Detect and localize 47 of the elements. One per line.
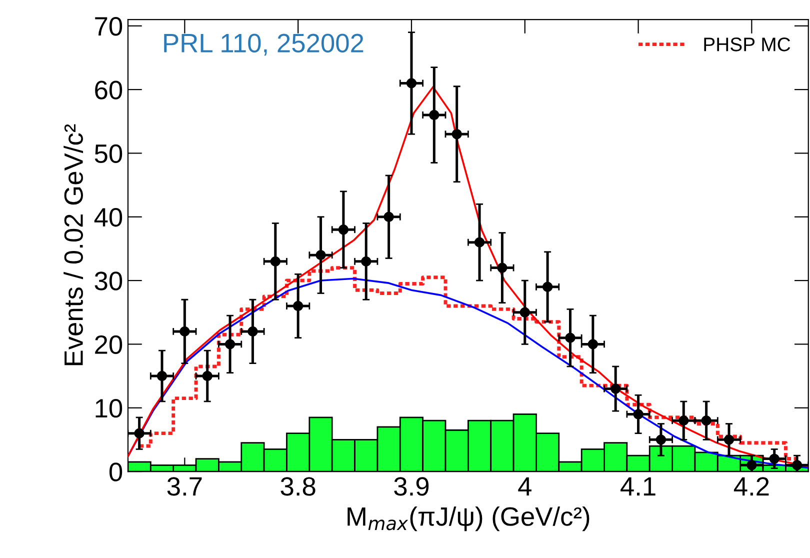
point <box>248 326 258 337</box>
x-tick-label: 4.1 <box>620 477 656 496</box>
y-tick-label: 40 <box>94 208 122 227</box>
point <box>769 454 780 464</box>
point <box>338 224 349 235</box>
point <box>542 282 553 292</box>
annotation: PRL 110, 252002 <box>164 34 364 56</box>
legend-label: PHSP MC <box>704 38 790 52</box>
y-tick-label: 50 <box>94 144 122 164</box>
x-tick-label: 3.9 <box>394 477 429 496</box>
point <box>724 434 734 445</box>
y-tick-label: 70 <box>95 17 122 36</box>
point <box>565 332 576 343</box>
point <box>701 415 712 426</box>
point <box>292 300 304 312</box>
point <box>610 384 621 394</box>
point <box>361 256 372 267</box>
x-tick-label: 3.7 <box>167 477 202 496</box>
x-tick-label: 3.8 <box>280 477 316 496</box>
point <box>316 250 326 260</box>
x-tick-label: 4 <box>518 477 532 496</box>
point <box>224 339 236 350</box>
point <box>497 262 508 273</box>
y-tick-label: 20 <box>95 335 122 354</box>
point <box>270 256 280 267</box>
x-axis-title: M$_{max}$(πJ/ψ) (GeV/c²) <box>348 506 590 532</box>
point <box>792 460 802 470</box>
point <box>156 370 168 382</box>
point <box>520 307 530 318</box>
point <box>429 110 440 120</box>
point <box>588 339 598 350</box>
y-tick-label: 30 <box>94 272 122 290</box>
point <box>384 212 394 222</box>
point <box>180 326 190 337</box>
point <box>406 78 417 88</box>
point <box>452 129 462 140</box>
point <box>656 434 666 445</box>
y-axis-title: Events / 0.02 GeV/c² <box>64 124 83 366</box>
point <box>633 409 644 420</box>
y-tick-label: 60 <box>95 80 122 100</box>
y-tick-label: 10 <box>96 398 122 418</box>
point <box>202 370 212 382</box>
x-tick-label: 4.2 <box>734 477 769 496</box>
point <box>678 415 689 426</box>
y-tick-label: 0 <box>109 462 122 482</box>
point <box>474 237 485 248</box>
point <box>134 428 144 438</box>
